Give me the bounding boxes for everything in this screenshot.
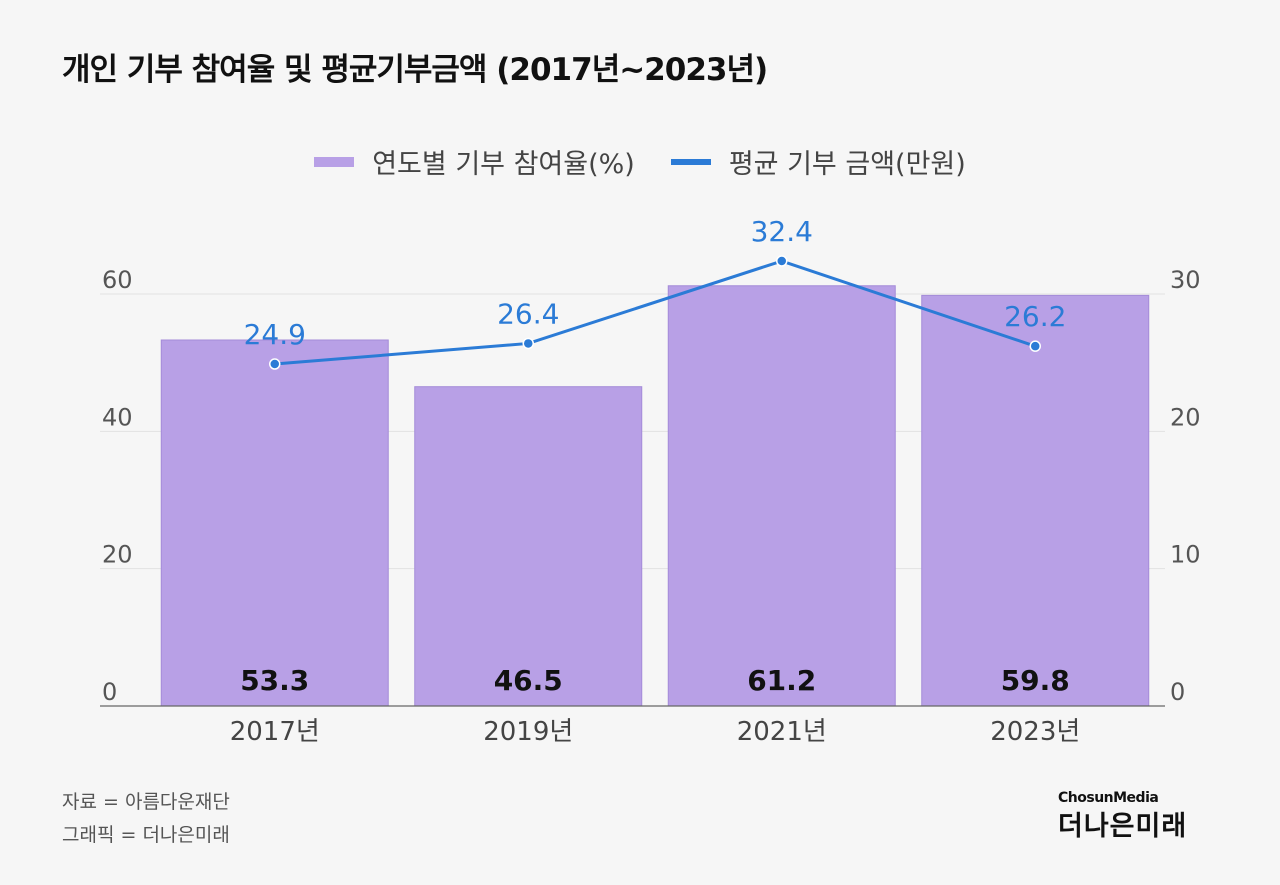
graphic-credit: 그래픽 = 더나은미래 — [62, 824, 230, 846]
legend-item-bar: 연도별 기부 참여율(%) — [314, 142, 635, 181]
x-tick-label: 2021년 — [737, 717, 827, 747]
y-left-tick-label: 0 — [102, 678, 117, 706]
line-value-label: 26.4 — [497, 297, 559, 330]
legend-bar-label: 연도별 기부 참여율(%) — [372, 149, 635, 180]
logo-top-text: ChosunMedia — [1058, 790, 1159, 806]
line-point — [522, 337, 534, 350]
legend-line-swatch — [670, 158, 711, 165]
line-value-label: 32.4 — [751, 215, 813, 248]
y-right-tick-label: 30 — [1170, 266, 1201, 294]
legend-line-label: 평균 기부 금액(만원) — [728, 149, 966, 180]
line-value-label: 26.2 — [1004, 300, 1066, 333]
y-right-tick-label: 0 — [1170, 678, 1185, 706]
bar-value-label: 61.2 — [747, 664, 816, 697]
legend-item-line: 평균 기부 금액(만원) — [670, 142, 966, 181]
bar-value-label: 59.8 — [1001, 664, 1070, 697]
chart-footer: 자료 = 아름다운재단 그래픽 = 더나은미래 — [62, 786, 230, 852]
line-point — [776, 255, 788, 267]
y-left-tick-label: 40 — [102, 403, 133, 431]
line-point — [1029, 340, 1041, 352]
bar — [921, 294, 1150, 707]
logo-bottom-text: 더나은미래 — [1058, 811, 1188, 842]
bar-value-label: 46.5 — [494, 664, 563, 697]
bar — [414, 386, 643, 707]
y-right-tick-label: 10 — [1170, 541, 1201, 569]
x-tick-label: 2017년 — [230, 717, 320, 747]
line-point — [269, 358, 281, 370]
chart-legend: 연도별 기부 참여율(%) 평균 기부 금액(만원) — [0, 142, 1280, 181]
chart-title: 개인 기부 참여율 및 평균기부금액 (2017년~2023년) — [62, 52, 768, 88]
bar — [160, 339, 389, 707]
publisher-logo: ChosunMedia 더나은미래 — [1058, 790, 1187, 843]
source-note: 자료 = 아름다운재단 — [62, 791, 230, 813]
bar — [667, 285, 896, 707]
line-value-label: 24.9 — [244, 318, 306, 351]
x-tick-label: 2023년 — [990, 717, 1080, 747]
y-left-tick-label: 60 — [102, 266, 133, 294]
x-tick-label: 2019년 — [483, 717, 573, 747]
y-left-tick-label: 20 — [102, 541, 133, 569]
legend-bar-swatch — [314, 156, 355, 167]
bar-value-label: 53.3 — [240, 664, 309, 697]
line-series — [274, 259, 1036, 366]
y-right-tick-label: 20 — [1170, 403, 1201, 431]
